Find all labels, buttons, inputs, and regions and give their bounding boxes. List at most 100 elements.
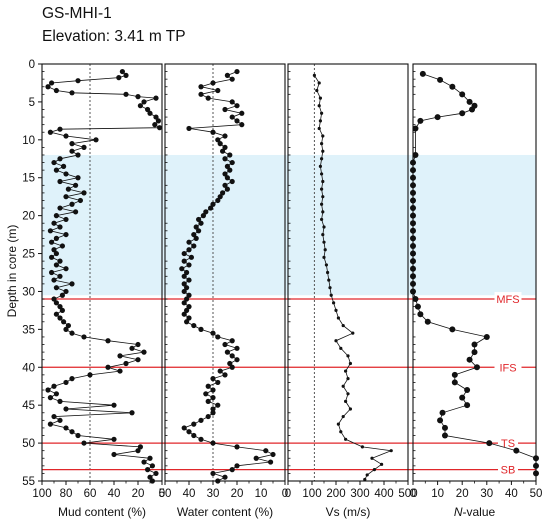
data-point: [449, 326, 456, 333]
data-point: [210, 406, 216, 412]
data-point: [191, 421, 197, 427]
data-point: [75, 432, 81, 439]
data-point: [184, 285, 190, 291]
data-point: [513, 447, 520, 454]
data-point: [51, 247, 57, 253]
data-point: [339, 430, 343, 434]
x-tick-label: 0: [285, 488, 291, 500]
data-point: [222, 144, 228, 150]
data-point: [196, 228, 202, 234]
data-point: [208, 205, 214, 211]
x-tick-label: 30: [207, 488, 220, 500]
data-point: [61, 163, 67, 169]
data-point: [210, 330, 216, 336]
data-point: [198, 84, 204, 90]
x-tick-label: 50: [159, 488, 172, 500]
data-point: [205, 398, 211, 404]
x-tick-label: 40: [505, 488, 518, 500]
data-point: [312, 73, 316, 77]
data-point: [346, 354, 350, 358]
data-point: [145, 106, 151, 113]
data-point: [137, 444, 143, 450]
data-point: [75, 152, 81, 158]
data-point: [227, 152, 233, 158]
data-point: [69, 330, 75, 336]
data-point: [81, 440, 87, 446]
y-tick-label: 15: [22, 173, 35, 185]
data-point: [63, 288, 69, 295]
data-point: [59, 292, 65, 298]
chart-title: GS-MHI-1: [42, 5, 112, 22]
data-point: [205, 413, 211, 420]
data-point: [229, 99, 235, 105]
data-point: [63, 194, 69, 200]
data-point: [471, 341, 478, 348]
data-point: [193, 224, 199, 230]
shaded-interval: [42, 154, 536, 296]
data-point: [135, 357, 141, 363]
x-tick-label: 400: [374, 488, 393, 500]
data-point: [348, 407, 352, 411]
data-point: [188, 254, 194, 260]
data-point: [147, 474, 153, 480]
data-point: [459, 110, 466, 117]
chart-subtitle: Elevation: 3.41 m TP: [42, 28, 186, 45]
data-point: [49, 239, 55, 245]
data-point: [222, 171, 228, 177]
data-point: [224, 186, 230, 192]
data-point: [224, 163, 230, 169]
horizon-label-bg: [494, 292, 522, 307]
data-point: [69, 90, 75, 96]
data-point: [49, 254, 55, 260]
x-tick-label: 40: [183, 488, 196, 500]
data-point: [229, 159, 235, 166]
data-point: [181, 425, 187, 431]
data-point: [344, 369, 348, 373]
data-point: [229, 467, 235, 473]
data-point: [49, 269, 55, 276]
data-point: [234, 463, 240, 469]
x-tick-label: 20: [456, 488, 469, 500]
data-point: [320, 187, 324, 191]
data-point: [53, 311, 60, 317]
data-point: [417, 117, 424, 124]
data-point: [210, 410, 216, 416]
y-tick-label: 40: [22, 362, 35, 374]
data-point: [317, 104, 321, 108]
data-point: [234, 68, 240, 75]
data-point: [184, 296, 190, 302]
data-point: [346, 377, 350, 381]
data-point: [469, 106, 476, 113]
data-point: [65, 186, 71, 192]
data-point: [336, 316, 340, 320]
data-point: [63, 231, 69, 238]
data-point: [210, 376, 216, 382]
y-tick-label: 30: [22, 286, 35, 298]
y-tick-label: 10: [22, 135, 35, 147]
data-point: [181, 258, 187, 264]
data-point: [234, 103, 240, 109]
data-point: [210, 387, 216, 393]
data-point: [147, 110, 153, 116]
data-point: [222, 341, 228, 348]
data-point: [186, 429, 192, 435]
x-tick-label: 80: [60, 488, 73, 500]
data-point: [51, 296, 57, 302]
data-point: [191, 243, 197, 249]
x-tick-label: 50: [530, 488, 543, 500]
data-point: [117, 368, 123, 374]
data-point: [360, 445, 364, 449]
y-tick-label: 25: [22, 249, 35, 261]
data-point: [135, 94, 141, 100]
data-point: [63, 379, 69, 386]
data-point: [69, 376, 75, 382]
data-point: [348, 361, 352, 366]
data-point: [322, 255, 326, 259]
data-point: [263, 448, 269, 454]
data-point: [53, 250, 60, 257]
y-tick-label: 5: [29, 97, 35, 109]
data-point: [186, 277, 192, 283]
data-point: [351, 331, 355, 335]
x-tick-label: 60: [84, 488, 97, 500]
